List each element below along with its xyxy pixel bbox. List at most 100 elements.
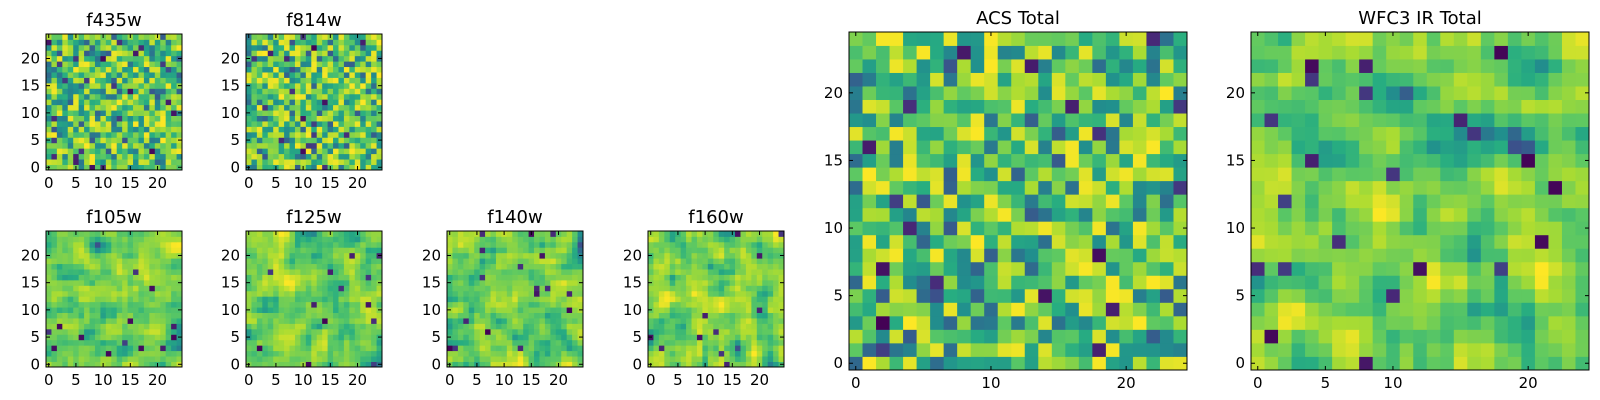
heatmap-cell bbox=[1024, 356, 1039, 371]
heatmap-cell bbox=[1105, 194, 1120, 209]
heatmap-cell bbox=[338, 61, 345, 68]
heatmap-cell bbox=[154, 137, 161, 144]
heatmap-cell bbox=[322, 137, 328, 144]
heatmap-cell bbox=[176, 339, 183, 346]
heatmap-cell bbox=[89, 290, 96, 297]
heatmap-cell bbox=[544, 263, 551, 270]
heatmap-cell bbox=[62, 269, 69, 275]
heatmap-cell bbox=[73, 307, 80, 313]
heatmap-cell bbox=[171, 361, 177, 368]
heatmap-cell bbox=[94, 164, 101, 171]
heatmap-cell bbox=[495, 263, 502, 270]
heatmap-cell bbox=[561, 252, 568, 259]
heatmap-cell bbox=[138, 153, 145, 160]
heatmap-cell bbox=[165, 339, 172, 346]
heatmap-cell bbox=[154, 72, 161, 78]
heatmap-cell bbox=[338, 121, 345, 127]
heatmap-cell bbox=[300, 345, 307, 352]
heatmap-cell bbox=[1051, 153, 1066, 168]
heatmap-cell bbox=[94, 99, 101, 106]
heatmap-cell bbox=[1038, 59, 1053, 73]
heatmap-cell bbox=[94, 274, 101, 281]
y-tick-label: 20 bbox=[221, 246, 240, 264]
heatmap-cell bbox=[474, 339, 481, 346]
heatmap-cell bbox=[1078, 302, 1093, 317]
heatmap-cell bbox=[1345, 167, 1360, 182]
heatmap-cell bbox=[78, 258, 85, 265]
heatmap-cell bbox=[490, 263, 497, 270]
heatmap-cell bbox=[171, 66, 177, 73]
heatmap-cell bbox=[305, 44, 312, 51]
heatmap-cell bbox=[111, 153, 118, 160]
heatmap-cell bbox=[67, 164, 74, 171]
heatmap-cell bbox=[550, 350, 557, 357]
heatmap-cell bbox=[67, 55, 74, 62]
heatmap-cell bbox=[165, 115, 172, 122]
heatmap-cell bbox=[133, 137, 139, 144]
heatmap-cell bbox=[1251, 315, 1265, 330]
heatmap-cell bbox=[1413, 153, 1428, 168]
heatmap-cell bbox=[1372, 248, 1387, 263]
heatmap-cell bbox=[1159, 180, 1174, 195]
heatmap-cell bbox=[78, 77, 85, 84]
heatmap-cell bbox=[702, 258, 709, 265]
heatmap-cell bbox=[67, 93, 74, 100]
heatmap-cell bbox=[67, 328, 74, 335]
heatmap-cell bbox=[876, 329, 890, 344]
heatmap-cell bbox=[1011, 329, 1026, 344]
heatmap-cell bbox=[376, 258, 383, 265]
heatmap-cell bbox=[251, 258, 258, 265]
heatmap-cell bbox=[555, 296, 562, 303]
heatmap-cell bbox=[1065, 329, 1080, 344]
heatmap-cell bbox=[1024, 234, 1039, 249]
heatmap-cell bbox=[294, 269, 301, 275]
heatmap-cell bbox=[1038, 248, 1053, 263]
heatmap-cell bbox=[165, 345, 172, 352]
heatmap-cell bbox=[479, 247, 486, 254]
heatmap-cell bbox=[122, 274, 128, 281]
heatmap-cell bbox=[970, 275, 985, 290]
heatmap-cell bbox=[534, 285, 540, 292]
heatmap-cell bbox=[517, 258, 524, 265]
heatmap-cell bbox=[501, 263, 508, 270]
heatmap-cell bbox=[740, 236, 747, 243]
heatmap-cell bbox=[485, 361, 491, 368]
heatmap-cell bbox=[452, 318, 459, 324]
heatmap-cell bbox=[311, 148, 318, 155]
heatmap-cell bbox=[376, 350, 383, 357]
heatmap-cell bbox=[1413, 248, 1428, 263]
heatmap-cell bbox=[1078, 288, 1093, 303]
heatmap-cell bbox=[686, 258, 692, 265]
heatmap-cell bbox=[718, 269, 725, 275]
heatmap-cell bbox=[246, 148, 252, 155]
heatmap-cell bbox=[943, 167, 958, 182]
heatmap-cell bbox=[1345, 288, 1360, 303]
heatmap-cell bbox=[343, 99, 350, 106]
heatmap-cell bbox=[343, 82, 350, 89]
y-tick-label: 20 bbox=[824, 84, 843, 102]
heatmap-cell bbox=[273, 290, 280, 297]
heatmap-cell bbox=[1534, 275, 1549, 290]
heatmap-cell bbox=[349, 279, 356, 286]
heatmap-cell bbox=[284, 307, 290, 313]
heatmap-cell bbox=[84, 153, 90, 160]
heatmap-cell bbox=[89, 247, 96, 254]
heatmap-cell bbox=[1024, 207, 1039, 222]
heatmap-cell bbox=[1159, 342, 1174, 357]
heatmap-cell bbox=[56, 285, 63, 292]
heatmap-cell bbox=[316, 121, 323, 127]
heatmap-cell bbox=[122, 258, 128, 265]
heatmap-cell bbox=[371, 44, 377, 51]
heatmap-cell bbox=[56, 164, 63, 171]
heatmap-cell bbox=[62, 137, 69, 144]
heatmap-cell bbox=[94, 285, 101, 292]
heatmap-cell bbox=[577, 323, 584, 330]
heatmap-cell bbox=[294, 328, 301, 335]
heatmap-cell bbox=[1413, 342, 1428, 357]
heatmap-cell bbox=[62, 104, 69, 111]
heatmap-cell bbox=[165, 164, 172, 171]
heatmap-cell bbox=[1105, 86, 1120, 100]
heatmap-cell bbox=[294, 279, 301, 286]
heatmap-cell bbox=[338, 115, 345, 122]
